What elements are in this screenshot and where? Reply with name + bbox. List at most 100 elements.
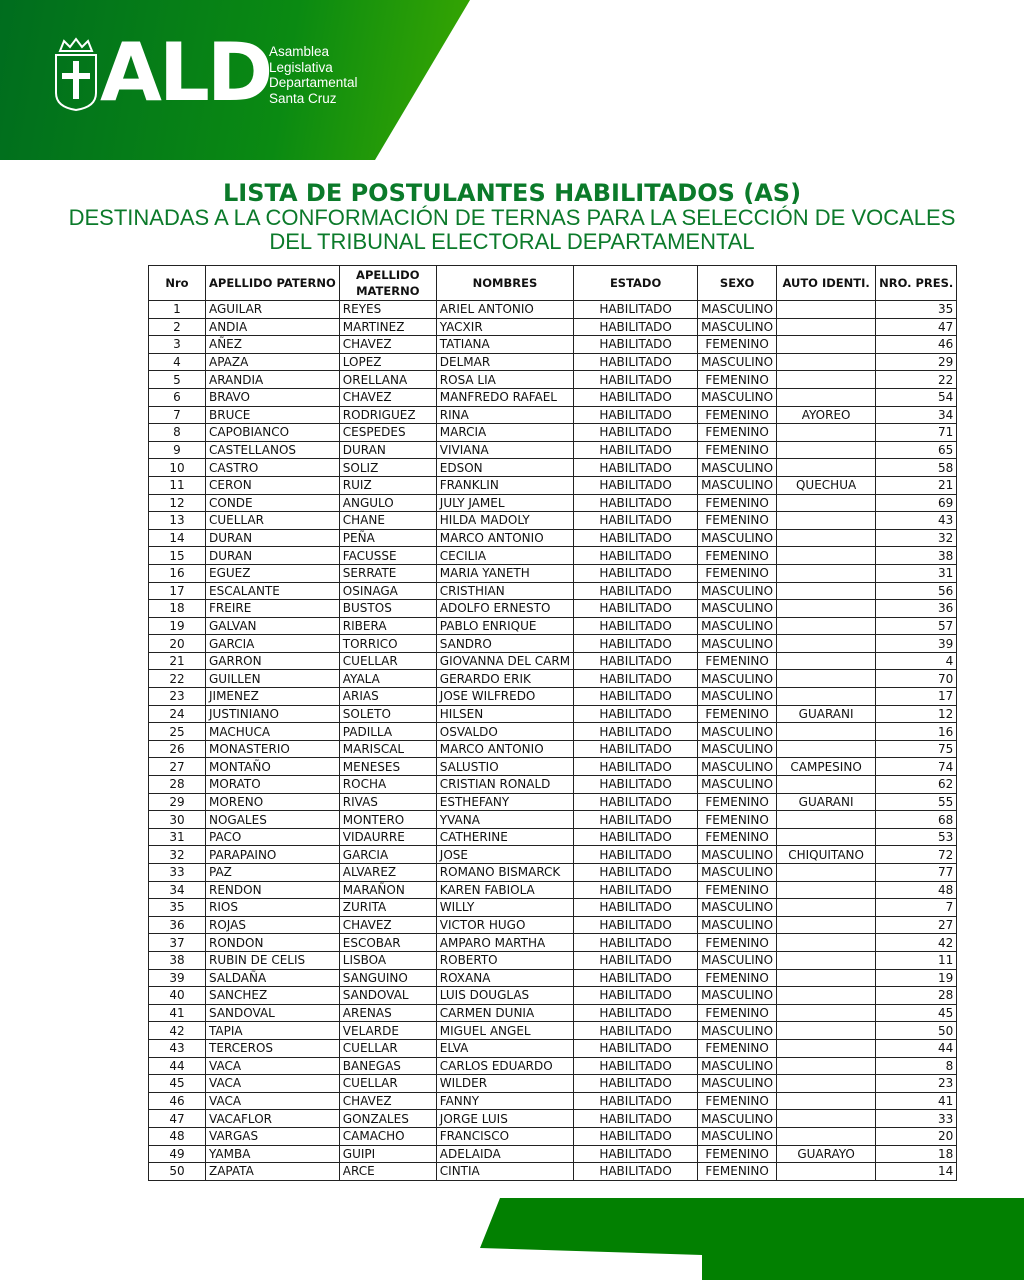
cell-nro-pres: 71 (875, 423, 958, 442)
cell-nro: 47 (148, 1109, 206, 1128)
cell-sexo: MASCULINO (697, 722, 778, 741)
title-line-2: DESTINADAS A LA CONFORMACIÓN DE TERNAS P… (68, 205, 956, 230)
column-header-estado: ESTADO (573, 265, 699, 301)
column-header-sexo: SEXO (697, 265, 778, 301)
cell-apellido-paterno: TERCEROS (205, 1038, 340, 1058)
cell-apellido-paterno: ANDIA (205, 317, 340, 337)
cell-estado: HABILITADO (573, 546, 699, 565)
cell-sexo: MASCULINO (697, 1021, 778, 1040)
cell-nombres: CECILIA (435, 546, 575, 565)
cell-nro: 26 (148, 739, 206, 759)
table-row: 38 RUBIN DE CELIS LISBOA ROBERTO HABILITADO M… (148, 950, 958, 970)
cell-apellido-materno: LOPEZ (338, 352, 437, 372)
cell-estado: HABILITADO (573, 880, 699, 900)
cell-sexo: MASCULINO (697, 1056, 778, 1076)
table-header-row: Nro APELLIDO PATERNO APELLIDO MATERNO NOMBR… (148, 265, 958, 301)
cell-sexo: FEMENINO (697, 880, 778, 900)
cell-nro: 16 (148, 563, 206, 583)
cell-nro-pres: 41 (875, 1091, 958, 1111)
cell-nombres: MANFREDO RAFAEL (435, 387, 575, 407)
cell-apellido-materno: CUELLAR (338, 1074, 437, 1093)
logo-text: ALD (100, 26, 273, 119)
cell-nombres: ADELAIDA (435, 1144, 575, 1164)
cell-nro-pres: 23 (875, 1074, 958, 1093)
cell-nombres: OSVALDO (435, 722, 575, 741)
cell-apellido-materno: ZURITA (338, 898, 437, 917)
cell-nro-pres: 36 (875, 599, 958, 618)
cell-estado: HABILITADO (573, 827, 699, 847)
cell-sexo: FEMENINO (697, 546, 778, 565)
cell-nro: 41 (148, 1003, 206, 1023)
cell-estado: HABILITADO (573, 1091, 699, 1111)
cell-nro-pres: 34 (875, 405, 958, 425)
cell-nro: 17 (148, 581, 206, 601)
cell-nro: 19 (148, 616, 206, 636)
cell-apellido-materno: ROCHA (338, 775, 437, 794)
cell-nro: 31 (148, 827, 206, 847)
cell-auto-identificacion (776, 546, 877, 565)
cell-estado: HABILITADO (573, 423, 699, 442)
cell-apellido-materno: ORELLANA (338, 370, 437, 389)
cell-estado: HABILITADO (573, 687, 699, 706)
cell-estado: HABILITADO (573, 528, 699, 548)
cell-nombres: CRISTIAN RONALD (435, 775, 575, 794)
cell-nro: 32 (148, 845, 206, 864)
cell-nro: 50 (148, 1162, 206, 1181)
table-row: 23 JIMENEZ ARIAS JOSE WILFREDO HABILITADO MAS… (148, 687, 958, 706)
cell-nro-pres: 75 (875, 739, 958, 759)
column-header-nro-pres: NRO. PRES. (875, 265, 958, 301)
cell-sexo: MASCULINO (697, 687, 778, 706)
cell-sexo: FEMENINO (697, 405, 778, 425)
table-row: 20 GARCIA TORRICO SANDRO HABILITADO MASCULINO… (148, 634, 958, 653)
cell-nombres: JOSE WILFREDO (435, 687, 575, 706)
cell-apellido-materno: SANDOVAL (338, 986, 437, 1005)
cell-apellido-paterno: PACO (205, 827, 340, 847)
cell-nro: 29 (148, 792, 206, 812)
cell-sexo: FEMENINO (697, 827, 778, 847)
cell-sexo: MASCULINO (697, 898, 778, 917)
cell-apellido-materno: GONZALES (338, 1109, 437, 1128)
cell-nombres: GIOVANNA DEL CARM (435, 651, 575, 671)
table-row: 35 RIOS ZURITA WILLY HABILITADO MASCULINO 7 (148, 898, 958, 917)
cell-nombres: HILDA MADOLY (435, 511, 575, 530)
cell-auto-identificacion: GUARAYO (776, 1144, 877, 1164)
cell-nro-pres: 38 (875, 546, 958, 565)
cell-nro: 28 (148, 775, 206, 794)
cell-apellido-materno: CHAVEZ (338, 915, 437, 935)
cell-nro-pres: 55 (875, 792, 958, 812)
column-header-nro: Nro (148, 265, 206, 301)
cell-estado: HABILITADO (573, 775, 699, 794)
cell-nro-pres: 28 (875, 986, 958, 1005)
cell-estado: HABILITADO (573, 722, 699, 741)
cell-apellido-materno: CHANE (338, 511, 437, 530)
cell-nro-pres: 45 (875, 1003, 958, 1023)
cell-nro-pres: 44 (875, 1038, 958, 1058)
org-line: Santa Cruz (269, 90, 337, 106)
cell-nombres: YACXIR (435, 317, 575, 337)
cell-nro: 18 (148, 599, 206, 618)
table-row: 41 SANDOVAL ARENAS CARMEN DUNIA HABILITADO FE… (148, 1003, 958, 1023)
cell-nro-pres: 32 (875, 528, 958, 548)
cell-sexo: MASCULINO (697, 845, 778, 864)
table-row: 42 TAPIA VELARDE MIGUEL ANGEL HABILITADO MASC… (148, 1021, 958, 1040)
cell-nro: 25 (148, 722, 206, 741)
table-row: 32 PARAPAINO GARCIA JOSE HABILITADO MASCULINO… (148, 845, 958, 864)
cell-apellido-paterno: MONTAÑO (205, 757, 340, 777)
cell-nombres: GERARDO ERIK (435, 669, 575, 689)
cell-apellido-paterno: CASTRO (205, 458, 340, 477)
cell-nro-pres: 29 (875, 352, 958, 372)
cell-apellido-paterno: RIOS (205, 898, 340, 917)
cell-sexo: FEMENINO (697, 511, 778, 530)
cell-auto-identificacion (776, 669, 877, 689)
cell-estado: HABILITADO (573, 1074, 699, 1093)
cell-nombres: ROBERTO (435, 950, 575, 970)
cell-apellido-materno: PADILLA (338, 722, 437, 741)
cell-apellido-materno: VIDAURRE (338, 827, 437, 847)
cell-estado: HABILITADO (573, 1126, 699, 1146)
cell-sexo: MASCULINO (697, 986, 778, 1005)
cell-estado: HABILITADO (573, 352, 699, 372)
cell-nro: 1 (148, 300, 206, 319)
table-row: 28 MORATO ROCHA CRISTIAN RONALD HABILITADO MA… (148, 775, 958, 794)
cell-nro: 2 (148, 317, 206, 337)
cell-sexo: MASCULINO (697, 1109, 778, 1128)
